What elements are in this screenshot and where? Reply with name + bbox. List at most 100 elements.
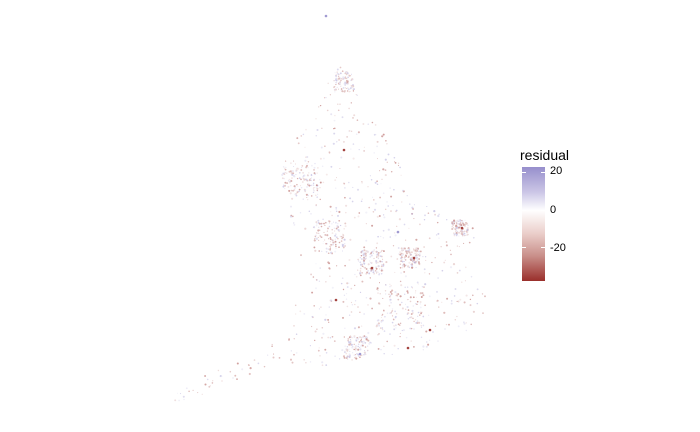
map-point <box>324 224 326 226</box>
map-point <box>324 221 327 224</box>
map-point <box>403 260 405 263</box>
map-point <box>331 232 334 235</box>
map-point <box>405 259 407 261</box>
map-point <box>346 346 349 348</box>
map-point <box>415 247 417 249</box>
map-point <box>330 245 332 247</box>
map-point <box>336 71 338 73</box>
map-point <box>414 292 416 294</box>
map-point <box>365 273 367 275</box>
map-point <box>309 178 311 180</box>
map-point <box>288 189 291 192</box>
map-point <box>393 325 395 327</box>
map-point <box>408 249 411 251</box>
map-point <box>364 252 367 255</box>
map-point <box>460 219 463 222</box>
legend-label-0: 0 <box>550 204 557 216</box>
map-point <box>400 174 402 176</box>
map-point <box>321 165 324 167</box>
map-point <box>441 301 443 303</box>
map-point <box>334 240 337 243</box>
map-point <box>296 177 299 180</box>
map-point <box>376 256 378 258</box>
map-point <box>342 244 344 246</box>
map-point <box>341 349 344 352</box>
map-point <box>347 282 350 285</box>
map-point <box>381 319 384 322</box>
map-point <box>358 343 360 345</box>
map-point <box>340 235 343 238</box>
map-point <box>341 90 344 93</box>
map-point <box>284 160 287 162</box>
map-point <box>381 327 384 329</box>
map-point <box>183 398 185 401</box>
legend-tick-mark <box>541 247 545 248</box>
map-point <box>317 239 320 242</box>
map-point <box>329 275 331 277</box>
map-point <box>372 196 373 198</box>
map-point <box>375 266 377 268</box>
map-point <box>338 82 341 85</box>
map-point <box>201 393 203 395</box>
map-point <box>348 343 351 346</box>
map-point <box>290 172 293 174</box>
map-point <box>355 133 358 136</box>
legend-colorbar <box>522 167 545 281</box>
map-point <box>457 300 460 303</box>
map-point <box>333 80 335 82</box>
map-point <box>307 194 309 197</box>
map-point <box>380 320 383 323</box>
map-point <box>363 262 366 265</box>
map-point <box>405 308 407 310</box>
map-point <box>335 73 338 76</box>
map-point <box>330 251 333 254</box>
map-point <box>443 311 446 314</box>
map-point <box>294 163 297 165</box>
map-point <box>383 216 386 219</box>
map-point <box>323 157 325 160</box>
map-point <box>321 250 323 252</box>
map-point <box>236 378 238 380</box>
map-point <box>327 318 330 321</box>
map-point <box>357 131 360 134</box>
map-point <box>388 304 391 307</box>
map-point <box>403 270 406 273</box>
map-point <box>400 272 402 274</box>
map-point <box>462 235 464 237</box>
map-point <box>290 162 292 165</box>
map-point <box>461 232 463 234</box>
map-point <box>369 277 371 279</box>
map-point <box>360 265 362 267</box>
map-point <box>373 257 375 259</box>
map-point <box>404 303 407 305</box>
map-point-strong <box>334 298 338 302</box>
map-point <box>339 103 341 105</box>
map-point <box>367 349 369 352</box>
map-point <box>304 159 307 162</box>
map-point <box>305 156 307 158</box>
map-point <box>313 169 315 171</box>
map-point <box>421 292 424 295</box>
map-point <box>394 271 396 273</box>
map-point <box>284 187 286 190</box>
map-point <box>389 333 391 335</box>
map-point <box>370 178 373 181</box>
map-point <box>409 203 411 205</box>
map-point <box>407 318 410 320</box>
map-point <box>317 232 319 234</box>
map-point <box>331 214 333 217</box>
map-point <box>389 187 391 189</box>
map-point <box>458 232 461 234</box>
map-point <box>335 81 338 84</box>
map-point <box>341 116 344 119</box>
map-point <box>325 250 328 253</box>
map-point <box>302 177 304 180</box>
map-point <box>364 258 367 260</box>
map-point <box>459 224 461 226</box>
map-point <box>357 165 360 169</box>
map-point <box>437 214 440 218</box>
map-point <box>440 246 442 248</box>
map-point <box>390 210 392 213</box>
map-point <box>345 204 348 207</box>
map-point <box>328 267 331 270</box>
